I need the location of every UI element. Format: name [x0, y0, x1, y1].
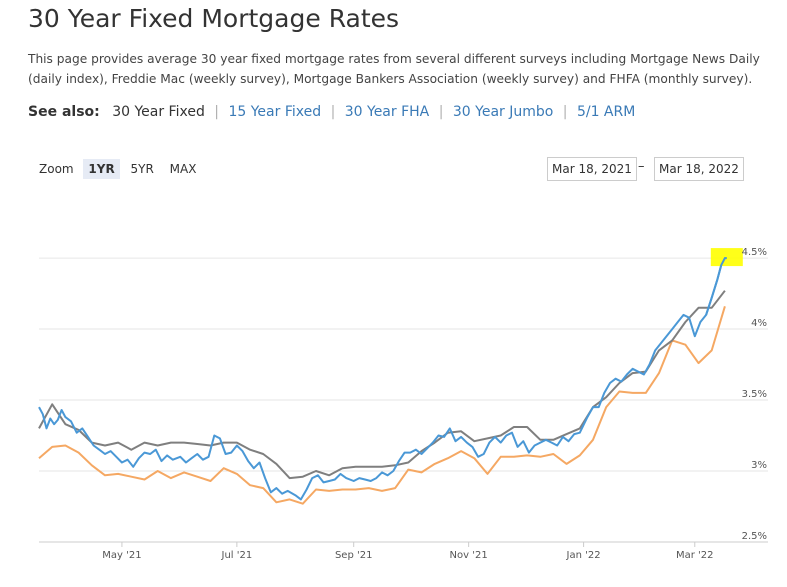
- y-tick-label: 3%: [751, 460, 767, 471]
- x-tick-label: Sep '21: [335, 550, 373, 561]
- separator: |: [214, 104, 220, 120]
- link-5-1-arm[interactable]: 5/1 ARM: [576, 104, 636, 120]
- series-line: [38, 306, 726, 505]
- grid-layer: [39, 257, 768, 543]
- highlight-marker: [710, 248, 743, 267]
- x-tick-label: Jan '22: [566, 550, 601, 561]
- separator: |: [330, 104, 336, 120]
- see-also-label: See also:: [28, 104, 100, 120]
- x-tick-label: Mar '22: [676, 550, 714, 561]
- range-from-input[interactable]: Mar 18, 2021: [547, 157, 637, 181]
- page-description: This page provides average 30 year fixed…: [28, 52, 760, 86]
- link-15-year-fixed[interactable]: 15 Year Fixed: [228, 104, 322, 120]
- link-30-year-fha[interactable]: 30 Year FHA: [344, 104, 430, 120]
- y-tick-label: 2.5%: [742, 531, 767, 542]
- highlight-layer: [705, 248, 743, 316]
- y-tick-label: 4%: [751, 318, 767, 329]
- zoom-controls: Zoom 1YR 5YR MAX: [39, 159, 203, 179]
- separator: |: [562, 104, 568, 120]
- x-tick-label: May '21: [102, 550, 141, 561]
- range-to-input[interactable]: Mar 18, 2022: [654, 157, 744, 181]
- y-axis: 2.5% 3% 3.5% 4% 4.5%: [742, 247, 767, 542]
- x-tick-label: Jul '21: [221, 550, 253, 561]
- zoom-max-button[interactable]: MAX: [169, 162, 197, 176]
- y-tick-label: 3.5%: [742, 389, 767, 400]
- zoom-1yr-button[interactable]: 1YR: [83, 159, 120, 179]
- zoom-label: Zoom: [39, 162, 74, 176]
- series-line: [38, 257, 727, 501]
- zoom-5yr-button[interactable]: 5YR: [130, 162, 154, 176]
- see-also-current: 30 Year Fixed: [112, 104, 205, 120]
- x-tick-label: Nov '21: [450, 550, 488, 561]
- x-axis: May '21 Jul '21 Sep '21 Nov '21 Jan '22 Mar '…: [39, 541, 768, 561]
- series-layer: [38, 257, 727, 505]
- separator: |: [438, 104, 444, 120]
- link-30-year-jumbo[interactable]: 30 Year Jumbo: [452, 104, 554, 120]
- page-title: 30 Year Fixed Mortgage Rates: [28, 4, 400, 33]
- y-tick-label: 4.5%: [742, 247, 767, 258]
- series-line: [38, 290, 726, 480]
- range-separator: –: [638, 159, 645, 174]
- see-also-bar: See also: 30 Year Fixed | 15 Year Fixed …: [28, 104, 635, 120]
- series-line-tail: [705, 257, 727, 316]
